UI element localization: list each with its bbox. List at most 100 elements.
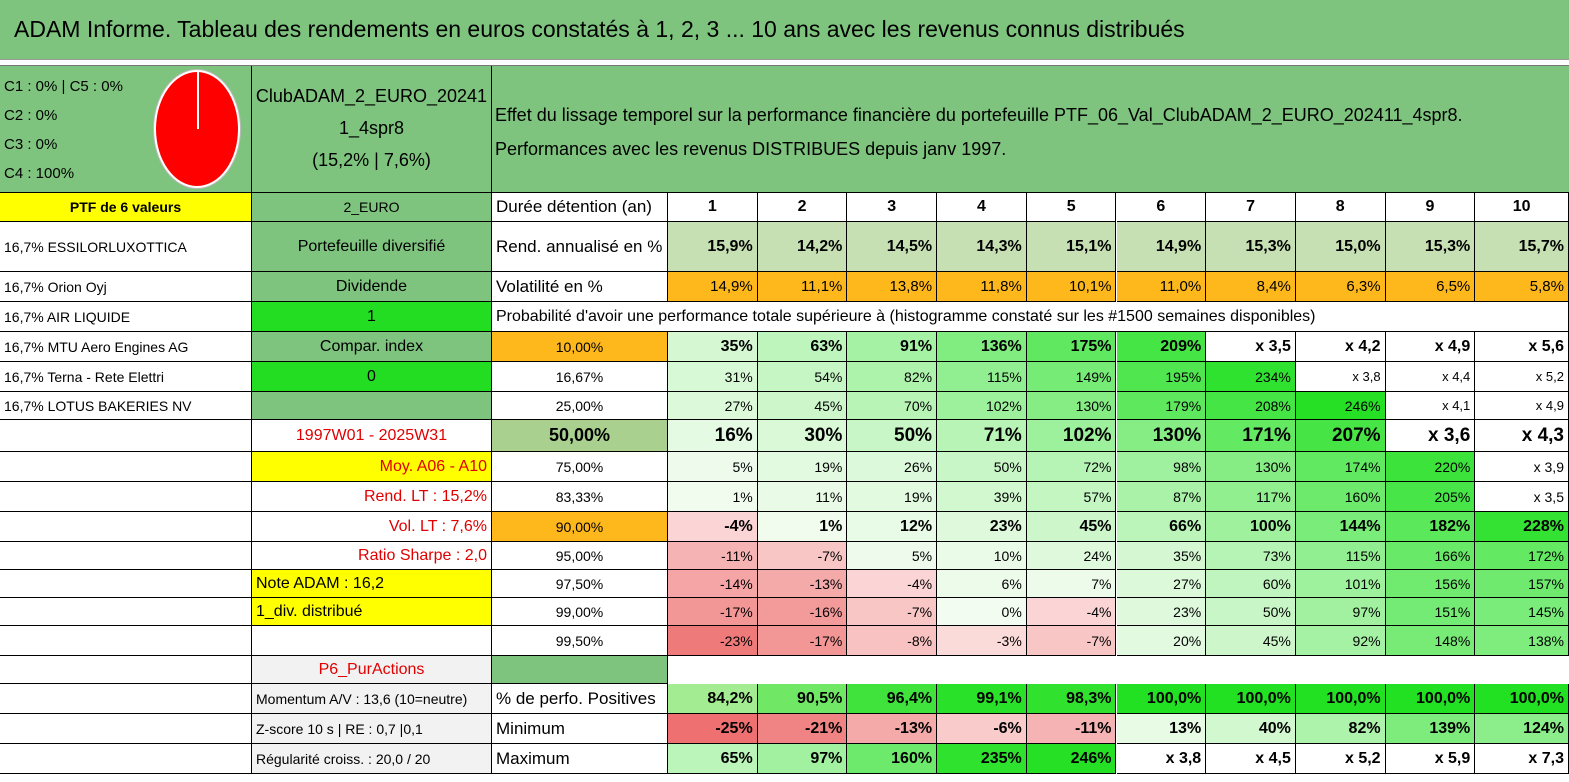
value-cell: 65%	[668, 744, 758, 774]
value-cell: 138%	[1475, 626, 1569, 656]
row-header: Durée détention (an)	[492, 193, 668, 222]
value-cell: 90,5%	[757, 684, 848, 714]
portfolio-stats: (15,2% | 7,6%)	[312, 150, 431, 170]
value-cell: 14,2%	[757, 222, 848, 272]
row-header: 16,67%	[492, 362, 668, 392]
value-cell: 6	[1116, 193, 1207, 222]
value-cell: 9	[1385, 193, 1476, 222]
value-cell: x 3,8	[1116, 744, 1207, 774]
info-cell: 1	[252, 302, 492, 332]
value-cell: 100%	[1206, 512, 1296, 542]
info-cell: 1997W01 - 2025W31	[252, 420, 492, 452]
allocation-label: C3 : 0%	[4, 136, 58, 153]
value-cell: -4%	[1026, 598, 1117, 626]
row-label	[0, 570, 252, 598]
info-cell: Portefeuille diversifié	[252, 222, 492, 272]
value-cell: -21%	[757, 714, 848, 744]
value-cell: 130%	[1026, 392, 1117, 420]
info-cell: 0	[252, 362, 492, 392]
value-cell: 14,9%	[668, 272, 758, 302]
row-label	[0, 656, 252, 684]
value-cell: x 5,9	[1385, 744, 1476, 774]
info-cell: Note ADAM : 16,2	[252, 570, 492, 598]
portfolio-panel: ClubADAM_2_EURO_20241 1_4spr8 (15,2% | 7…	[252, 66, 492, 193]
value-cell: 246%	[1026, 744, 1117, 774]
row-header: 83,33%	[492, 482, 668, 512]
portfolio-name: ClubADAM_2_EURO_20241	[255, 86, 488, 106]
title: ADAM Informe. Tableau des rendements en …	[0, 0, 1569, 60]
row-label	[0, 420, 252, 452]
value-cell: 15,1%	[1026, 222, 1117, 272]
value-cell: 14,3%	[937, 222, 1027, 272]
value-cell: 130%	[1206, 452, 1296, 482]
value-cell: x 3,8	[1295, 362, 1386, 392]
value-cell: 10,1%	[1026, 272, 1117, 302]
row-label	[0, 482, 252, 512]
value-cell: 6%	[937, 570, 1027, 598]
row-header: Volatilité en %	[492, 272, 668, 302]
value-cell: 70%	[847, 392, 938, 420]
value-cell: 8,4%	[1206, 272, 1296, 302]
value-cell: 102%	[1026, 420, 1117, 452]
value-cell: 208%	[1206, 392, 1296, 420]
value-cell: 73%	[1206, 542, 1296, 570]
description-panel: Effet du lissage temporel sur la perform…	[492, 66, 1569, 193]
value-cell: -4%	[847, 570, 938, 598]
value-cell: 246%	[1295, 392, 1386, 420]
value-cell: 6,5%	[1385, 272, 1476, 302]
value-cell: 50%	[937, 452, 1027, 482]
value-cell: x 5,2	[1475, 362, 1569, 392]
allocation-label: C4 : 100%	[4, 165, 75, 182]
allocation-panel: C1 : 0% | C5 : 0% C2 : 0% C3 : 0% C4 : 1…	[0, 66, 252, 193]
value-cell: 40%	[1206, 714, 1296, 744]
info-cell: Rend. LT : 15,2%	[252, 482, 492, 512]
row-label	[0, 626, 252, 656]
value-cell: x 4,5	[1206, 744, 1296, 774]
value-cell: 5%	[668, 452, 758, 482]
value-cell: 23%	[1116, 598, 1207, 626]
row-header: % de perfo. Positives	[492, 684, 668, 714]
value-cell: 100,0%	[1116, 684, 1207, 714]
value-cell: 102%	[937, 392, 1027, 420]
row-label: 16,7% ESSILORLUXOTTICA	[0, 222, 252, 272]
value-cell: 12%	[847, 512, 938, 542]
value-cell: 160%	[847, 744, 938, 774]
value-cell: 99,1%	[937, 684, 1027, 714]
value-cell: x 3,5	[1206, 332, 1296, 362]
row-header: 97,50%	[492, 570, 668, 598]
value-cell: -3%	[937, 626, 1027, 656]
row-header	[492, 656, 668, 684]
value-cell: x 4,3	[1475, 420, 1569, 452]
allocation-label: C2 : 0%	[4, 107, 58, 124]
value-cell: 91%	[847, 332, 938, 362]
value-cell: 45%	[1206, 626, 1296, 656]
row-label	[0, 542, 252, 570]
row-header: Maximum	[492, 744, 668, 774]
value-cell: 39%	[937, 482, 1027, 512]
value-cell: 10%	[937, 542, 1027, 570]
value-cell: 45%	[757, 392, 848, 420]
row-label: 16,7% AIR LIQUIDE	[0, 302, 252, 332]
info-cell: Régularité croiss. : 20,0 / 20	[252, 744, 492, 774]
value-cell: -7%	[847, 598, 938, 626]
portfolio-name: 1_4spr8	[338, 118, 405, 138]
info-cell: Ratio Sharpe : 2,0	[252, 542, 492, 570]
value-cell: 1	[668, 193, 758, 222]
row-label: 16,7% MTU Aero Engines AG	[0, 332, 252, 362]
value-cell: -25%	[668, 714, 758, 744]
value-cell: 1%	[757, 512, 848, 542]
value-cell: 101%	[1295, 570, 1386, 598]
row-header: 10,00%	[492, 332, 668, 362]
value-cell: 27%	[1116, 570, 1207, 598]
value-cell: -14%	[668, 570, 758, 598]
value-cell: 14,9%	[1116, 222, 1207, 272]
value-cell: 35%	[1116, 542, 1207, 570]
row-header: Rend. annualisé en %	[492, 222, 668, 272]
value-cell: 117%	[1206, 482, 1296, 512]
value-cell: 195%	[1116, 362, 1207, 392]
value-cell: -13%	[847, 714, 938, 744]
value-cell: x 3,9	[1475, 452, 1569, 482]
value-cell: -16%	[757, 598, 848, 626]
